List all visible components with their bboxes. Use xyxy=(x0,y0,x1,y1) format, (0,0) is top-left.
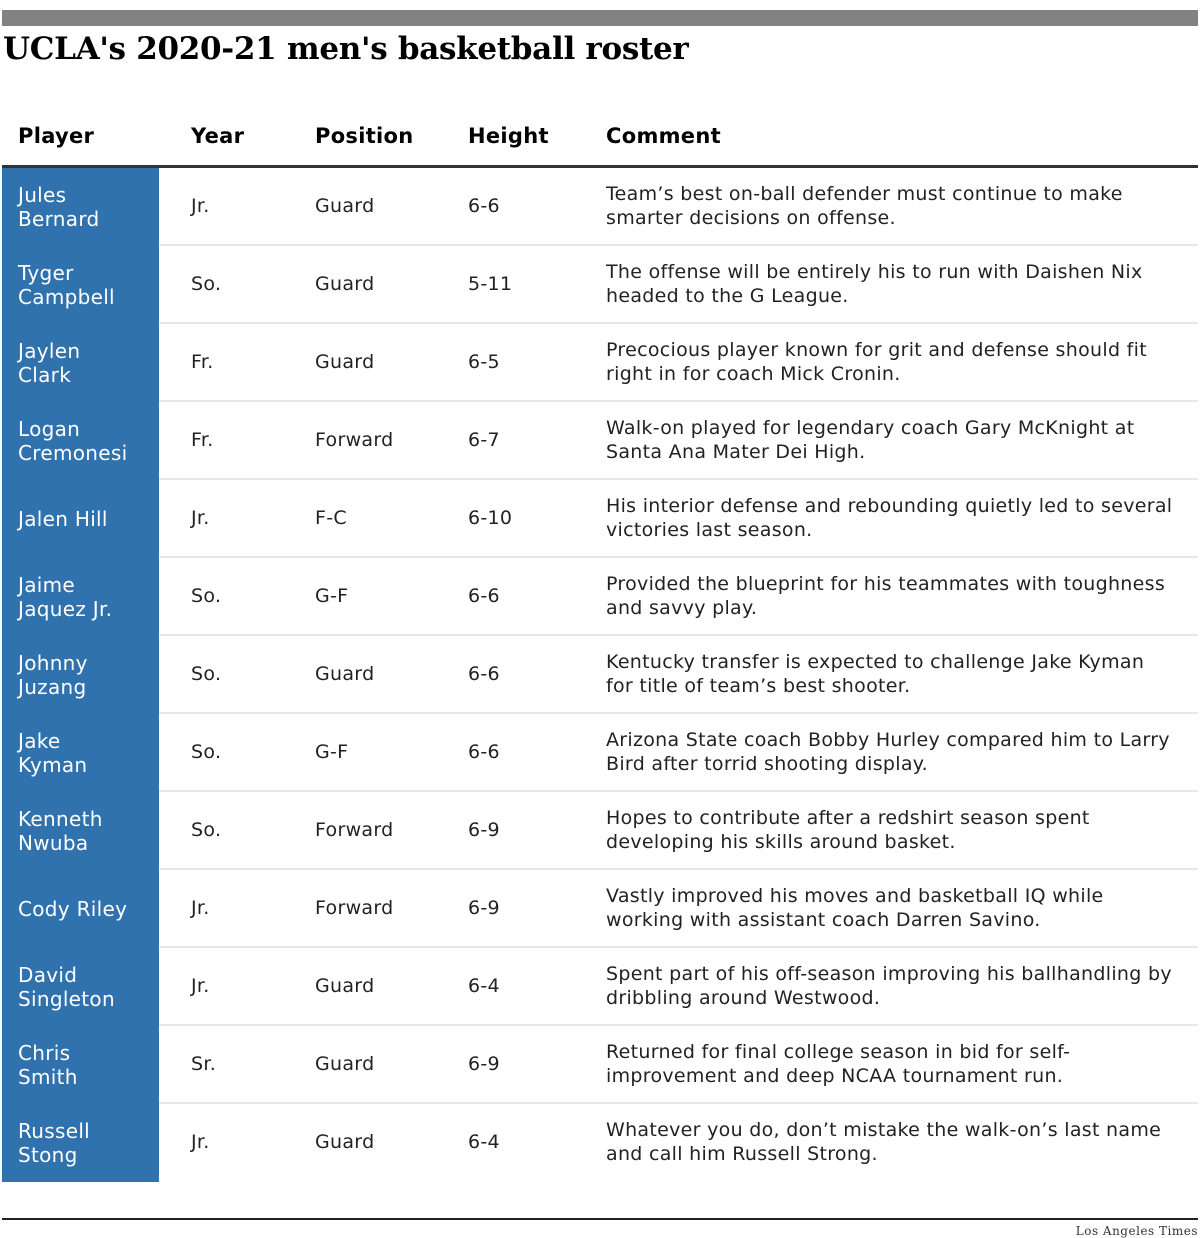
table-body: Jules Bernard Jr. Guard 6-6 Team’s best on-ba… xyxy=(2,168,1198,1182)
player-year: Jr. xyxy=(191,975,210,997)
table-header: Player Year Position Height Comment xyxy=(2,110,1198,168)
player-position: G-F xyxy=(315,741,349,763)
player-name: Cody Riley xyxy=(2,870,159,948)
player-comment: Precocious player known for grit and def… xyxy=(606,339,1147,385)
player-name: Russell Stong xyxy=(2,1104,159,1182)
player-position: Forward xyxy=(315,897,394,919)
table-row: Russell Stong Jr. Guard 6-4 Whatever you do, … xyxy=(2,1104,1198,1182)
table-row: Chris Smith Sr. Guard 6-9 Returned for final … xyxy=(2,1026,1198,1104)
table-row: Jules Bernard Jr. Guard 6-6 Team’s best on-ba… xyxy=(2,168,1198,246)
player-year: So. xyxy=(191,741,222,763)
player-name: Jaime Jaquez Jr. xyxy=(2,558,159,636)
page-title: UCLA's 2020-21 men's basketball roster xyxy=(3,31,689,67)
player-position: Forward xyxy=(315,819,394,841)
player-name: Tyger Campbell xyxy=(2,246,159,324)
table-row: Jaime Jaquez Jr. So. G-F 6-6 Provided the blu… xyxy=(2,558,1198,636)
player-height: 6-4 xyxy=(468,1131,500,1153)
table-row: Tyger Campbell So. Guard 5-11 The offense wil… xyxy=(2,246,1198,324)
table-row: Johnny Juzang So. Guard 6-6 Kentucky transfer… xyxy=(2,636,1198,714)
player-height: 6-9 xyxy=(468,1053,500,1075)
player-height: 5-11 xyxy=(468,273,513,295)
player-comment: Arizona State coach Bobby Hurley compare… xyxy=(606,729,1170,775)
player-height: 6-9 xyxy=(468,897,500,919)
player-height: 6-10 xyxy=(468,507,513,529)
player-height: 6-6 xyxy=(468,741,500,763)
player-comment: The offense will be entirely his to run … xyxy=(606,261,1143,307)
player-comment: Spent part of his off-season improving h… xyxy=(606,963,1172,1009)
roster-table: Player Year Position Height Comment Jule… xyxy=(2,110,1198,1182)
player-year: So. xyxy=(191,663,222,685)
player-height: 6-5 xyxy=(468,351,500,373)
player-year: Sr. xyxy=(191,1053,217,1075)
player-position: Guard xyxy=(315,975,375,997)
player-comment: Vastly improved his moves and basketball… xyxy=(606,885,1104,931)
player-name: Jules Bernard xyxy=(2,168,159,246)
player-comment: His interior defense and rebounding quie… xyxy=(606,495,1173,541)
player-comment: Kentucky transfer is expected to challen… xyxy=(606,651,1145,697)
player-year: Fr. xyxy=(191,351,214,373)
player-position: Guard xyxy=(315,1053,375,1075)
player-position: Guard xyxy=(315,663,375,685)
table-row: Kenneth Nwuba So. Forward 6-9 Hopes to contri… xyxy=(2,792,1198,870)
header-position: Position xyxy=(315,124,414,148)
player-position: Forward xyxy=(315,429,394,451)
player-position: Guard xyxy=(315,1131,375,1153)
player-name: Johnny Juzang xyxy=(2,636,159,714)
player-height: 6-6 xyxy=(468,663,500,685)
table-row: Logan Cremonesi Fr. Forward 6-7 Walk-on playe… xyxy=(2,402,1198,480)
player-name: Chris Smith xyxy=(2,1026,159,1104)
header-height: Height xyxy=(468,124,549,148)
player-comment: Team’s best on-ball defender must contin… xyxy=(606,183,1123,229)
player-height: 6-6 xyxy=(468,195,500,217)
player-comment: Walk-on played for legendary coach Gary … xyxy=(606,417,1135,463)
player-name: David Singleton xyxy=(2,948,159,1026)
player-year: Fr. xyxy=(191,429,214,451)
header-player: Player xyxy=(18,124,95,148)
player-year: So. xyxy=(191,819,222,841)
player-height: 6-9 xyxy=(468,819,500,841)
table-row: Jalen Hill Jr. F-C 6-10 His interior defense… xyxy=(2,480,1198,558)
player-position: Guard xyxy=(315,195,375,217)
player-position: G-F xyxy=(315,585,349,607)
table-row: Cody Riley Jr. Forward 6-9 Vastly improved h… xyxy=(2,870,1198,948)
player-name: Logan Cremonesi xyxy=(2,402,159,480)
header-year: Year xyxy=(191,124,245,148)
player-comment: Returned for final college season in bid… xyxy=(606,1041,1071,1087)
player-name: Jake Kyman xyxy=(2,714,159,792)
player-height: 6-4 xyxy=(468,975,500,997)
table-row: David Singleton Jr. Guard 6-4 Spent part of h… xyxy=(2,948,1198,1026)
player-position: F-C xyxy=(315,507,347,529)
top-bar xyxy=(2,10,1198,26)
header-comment: Comment xyxy=(606,124,721,148)
player-position: Guard xyxy=(315,273,375,295)
player-height: 6-6 xyxy=(468,585,500,607)
player-name: Jalen Hill xyxy=(2,480,159,558)
table-row: Jake Kyman So. G-F 6-6 Arizona State coach Bo… xyxy=(2,714,1198,792)
table-row: Jaylen Clark Fr. Guard 6-5 Precocious player… xyxy=(2,324,1198,402)
player-year: So. xyxy=(191,585,222,607)
player-year: Jr. xyxy=(191,507,210,529)
credit: Los Angeles Times xyxy=(1075,1224,1198,1238)
player-year: Jr. xyxy=(191,1131,210,1153)
player-year: Jr. xyxy=(191,195,210,217)
player-position: Guard xyxy=(315,351,375,373)
player-comment: Provided the blueprint for his teammates… xyxy=(606,573,1166,619)
player-name: Jaylen Clark xyxy=(2,324,159,402)
footer-rule xyxy=(2,1218,1198,1220)
player-name: Kenneth Nwuba xyxy=(2,792,159,870)
player-year: Jr. xyxy=(191,897,210,919)
player-year: So. xyxy=(191,273,222,295)
player-comment: Hopes to contribute after a redshirt sea… xyxy=(606,807,1090,853)
player-comment: Whatever you do, don’t mistake the walk-… xyxy=(606,1119,1162,1165)
player-height: 6-7 xyxy=(468,429,500,451)
